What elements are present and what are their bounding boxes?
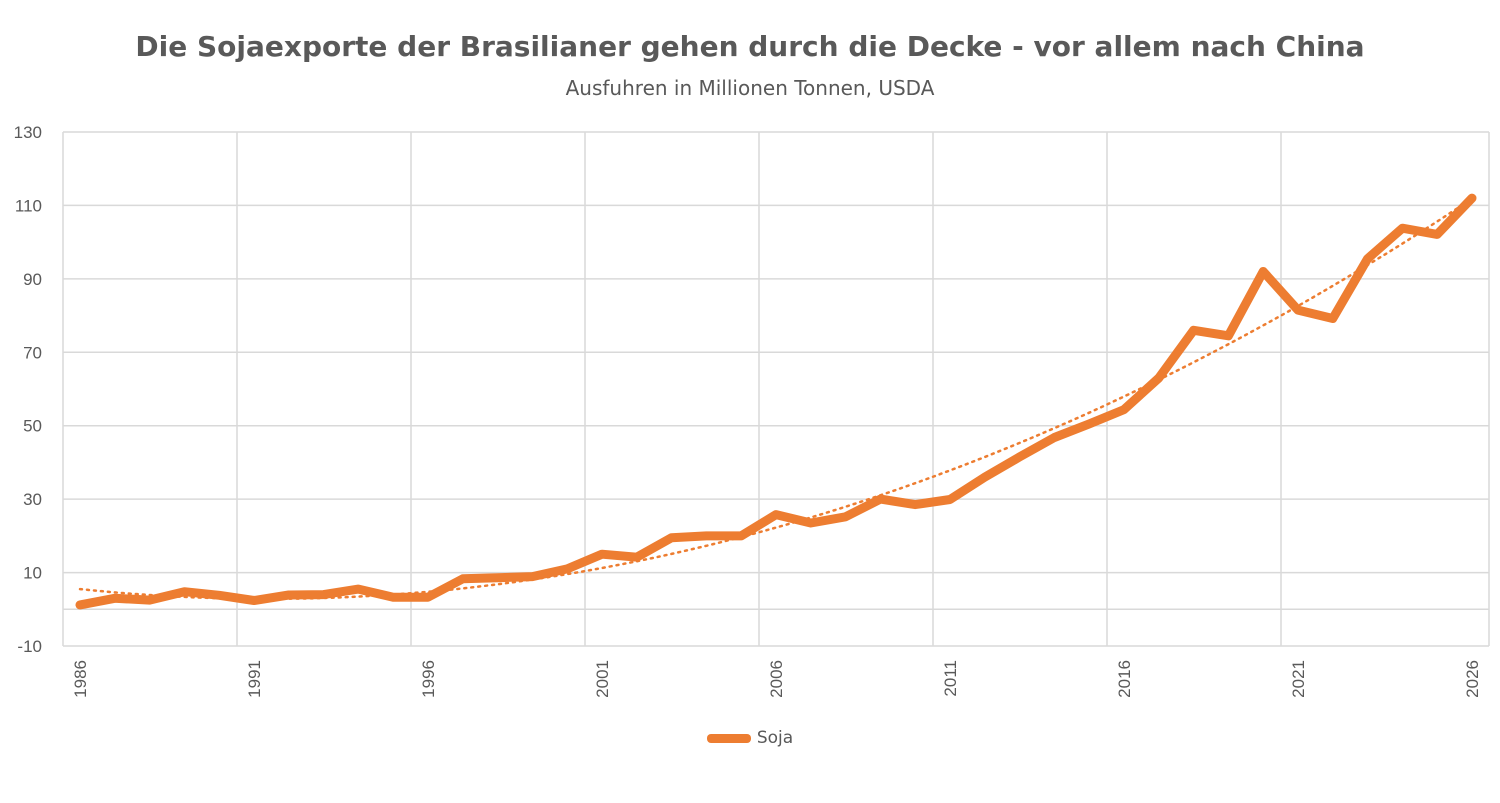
series-lines	[75, 193, 1477, 610]
trendline	[78, 197, 1474, 601]
y-tick-label: 130	[14, 123, 42, 142]
y-tick-label: -10	[17, 637, 42, 656]
y-axis-ticks: -10 10 30 50 70 90 110 130	[14, 123, 42, 656]
chart-title: Die Sojaexporte der Brasilianer gehen du…	[135, 30, 1365, 63]
y-tick-label: 10	[23, 564, 42, 583]
legend-label-soja: Soja	[756, 728, 794, 748]
x-tick-label: 2001	[593, 660, 612, 698]
x-tick-label: 2021	[1289, 660, 1308, 698]
x-tick-label: 2016	[1115, 660, 1134, 698]
y-tick-label: 90	[23, 270, 42, 289]
x-tick-label: 1991	[245, 660, 264, 698]
x-axis-ticks: 1986 1991 1996 2001 2006 2011 2016 2021 2026	[71, 660, 1482, 698]
x-tick-label: 2006	[767, 660, 786, 698]
x-tick-label: 1996	[419, 660, 438, 698]
legend: Soja	[0, 728, 1500, 748]
y-tick-label: 70	[23, 343, 42, 362]
trendline-soja	[78, 197, 1474, 601]
y-tick-label: 30	[23, 490, 42, 509]
chart-subtitle: Ausfuhren in Millionen Tonnen, USDA	[565, 76, 935, 100]
legend-swatch-soja	[706, 733, 751, 743]
y-tick-label: 110	[15, 196, 42, 215]
series-line-soja	[75, 193, 1477, 610]
x-tick-label: 1986	[71, 660, 90, 698]
x-tick-label: 2011	[941, 660, 960, 697]
y-tick-label: 50	[23, 417, 42, 436]
grid-lines	[62, 131, 1490, 647]
x-tick-label: 2026	[1463, 660, 1482, 698]
